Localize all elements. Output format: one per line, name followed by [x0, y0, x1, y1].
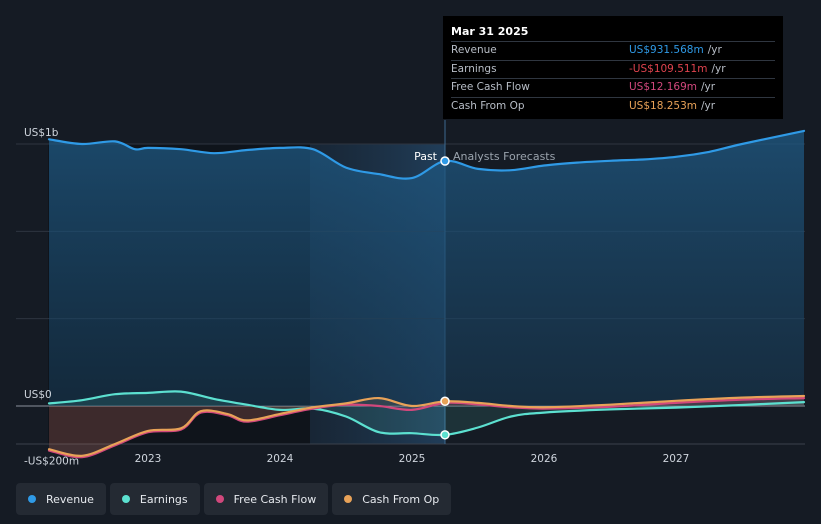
forecast-label: Analysts Forecasts — [453, 150, 556, 163]
legend-label: Revenue — [46, 492, 94, 506]
tooltip-label: Free Cash Flow — [451, 81, 530, 93]
tooltip-value: US$18.253m — [629, 99, 697, 112]
legend-item-free-cash-flow[interactable]: Free Cash Flow — [203, 483, 329, 515]
revenue-area — [49, 130, 804, 406]
revenue-line — [47, 129, 806, 180]
data-tooltip: Mar 31 2025 Revenue US$931.568m /yr Earn… — [443, 16, 783, 119]
legend-dot-icon — [121, 495, 130, 503]
free-cash-flow-line — [47, 397, 806, 459]
y-axis-label: US$0 — [24, 389, 52, 401]
legend-label: Free Cash Flow — [233, 492, 317, 506]
legend-item-cash-from-op[interactable]: Cash From Op — [332, 483, 452, 515]
cash-from-op-line — [47, 394, 806, 457]
legend-label: Earnings — [139, 492, 188, 506]
tooltip-unit: /yr — [701, 81, 716, 93]
tooltip-row-earnings: Earnings -US$109.511m /yr — [451, 59, 775, 79]
tooltip-label: Earnings — [451, 62, 497, 75]
legend-label: Cash From Op — [362, 492, 440, 506]
cash-from-op-marker — [440, 396, 450, 407]
x-tick-label: 2026 — [531, 453, 558, 465]
tooltip-row-revenue: Revenue US$931.568m /yr — [451, 41, 775, 60]
revenue-marker — [440, 156, 450, 166]
free-cash-flow-area — [49, 398, 804, 458]
y-axis-label: -US$200m — [24, 455, 79, 467]
tooltip-unit: /yr — [707, 44, 722, 56]
tooltip-row-free-cash-flow: Free Cash Flow US$12.169m /yr — [451, 78, 775, 97]
tooltip-unit: /yr — [711, 62, 726, 75]
legend-dot-icon — [28, 495, 36, 503]
chart-legend: Revenue Earnings Free Cash Flow Cash Fro… — [16, 483, 452, 515]
earnings-area — [49, 391, 804, 436]
x-tick-label: 2025 — [399, 453, 426, 465]
earnings-marker — [440, 430, 450, 440]
tooltip-unit: /yr — [701, 99, 716, 112]
tooltip-label: Cash From Op — [451, 99, 525, 112]
past-label: Past — [414, 150, 438, 163]
cash-from-op-area — [49, 396, 804, 456]
x-tick-label: 2024 — [267, 453, 294, 465]
tooltip-value: -US$109.511m — [629, 62, 708, 75]
legend-item-revenue[interactable]: Revenue — [16, 483, 106, 515]
x-tick-label: 2023 — [135, 453, 162, 465]
tooltip-value: US$12.169m — [629, 81, 697, 93]
tooltip-row-cash-from-op: Cash From Op US$18.253m /yr — [451, 96, 775, 116]
x-tick-label: 2027 — [663, 453, 690, 465]
legend-dot-icon — [344, 495, 353, 503]
y-axis-label: US$1b — [24, 127, 59, 139]
tooltip-label: Revenue — [451, 44, 497, 56]
legend-item-earnings[interactable]: Earnings — [109, 483, 200, 515]
earnings-line — [47, 390, 806, 437]
legend-dot-icon — [215, 495, 224, 503]
tooltip-date: Mar 31 2025 — [451, 25, 529, 38]
tooltip-value: US$931.568m — [629, 44, 704, 56]
